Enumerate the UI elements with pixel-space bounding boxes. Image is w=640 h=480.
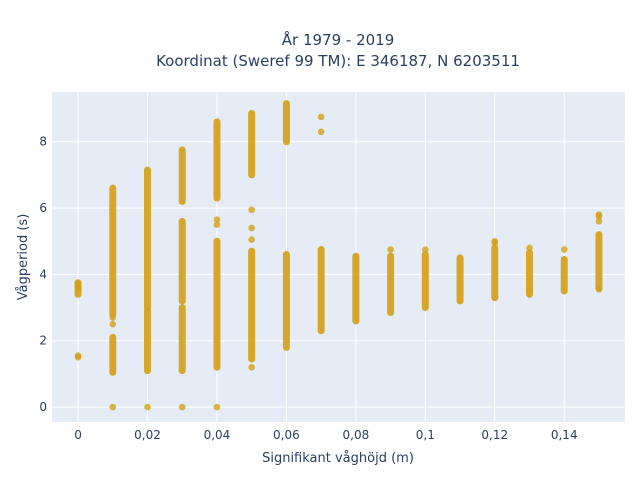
x-axis-title: Signifikant våghöjd (m) xyxy=(262,451,414,466)
data-point xyxy=(560,246,568,253)
data-point xyxy=(109,314,117,321)
chart-title-line-2: Koordinat (Sweref 99 TM): E 346187, N 62… xyxy=(156,52,520,70)
data-point xyxy=(213,216,221,223)
y-axis-ticks: 0 2 4 6 8 xyxy=(39,135,47,414)
data-point xyxy=(213,221,221,228)
data-point xyxy=(144,403,151,411)
data-point xyxy=(248,236,255,243)
x-axis-ticks: 0 0,02 0,04 0,06 0,08 0,1 0,12 0,14 xyxy=(74,428,577,442)
x-tick-label: 0,04 xyxy=(204,428,231,442)
data-point xyxy=(595,213,603,220)
data-point xyxy=(248,206,255,214)
data-point xyxy=(387,246,394,253)
y-tick-label: 6 xyxy=(39,201,47,215)
x-tick-label: 0,1 xyxy=(416,428,435,442)
y-tick-label: 4 xyxy=(39,267,47,281)
data-points xyxy=(74,100,603,411)
x-tick-label: 0,14 xyxy=(551,428,578,442)
data-point xyxy=(109,320,117,328)
y-tick-label: 0 xyxy=(39,400,47,414)
data-point xyxy=(213,403,221,411)
y-tick-label: 2 xyxy=(39,334,47,348)
data-point xyxy=(109,403,117,411)
data-point xyxy=(74,354,82,361)
data-point xyxy=(248,363,255,371)
x-tick-label: 0,02 xyxy=(134,428,161,442)
data-point xyxy=(74,281,82,288)
data-point xyxy=(595,286,603,293)
x-tick-label: 0,08 xyxy=(343,428,370,442)
y-axis-title: Vågperiod (s) xyxy=(16,214,31,301)
data-point xyxy=(526,244,533,252)
x-tick-label: 0,12 xyxy=(481,428,508,442)
x-tick-label: 0,06 xyxy=(273,428,300,442)
chart-title-line-1: År 1979 - 2019 xyxy=(282,30,395,49)
y-tick-label: 8 xyxy=(39,135,47,149)
data-point xyxy=(595,218,603,225)
data-point xyxy=(317,128,325,136)
data-point xyxy=(491,239,499,247)
chart-title: År 1979 - 2019 Koordinat (Sweref 99 TM):… xyxy=(156,30,520,70)
x-tick-label: 0 xyxy=(74,428,82,442)
data-point xyxy=(317,113,325,121)
data-point xyxy=(178,403,186,411)
data-point xyxy=(248,224,255,232)
data-point xyxy=(422,246,429,253)
